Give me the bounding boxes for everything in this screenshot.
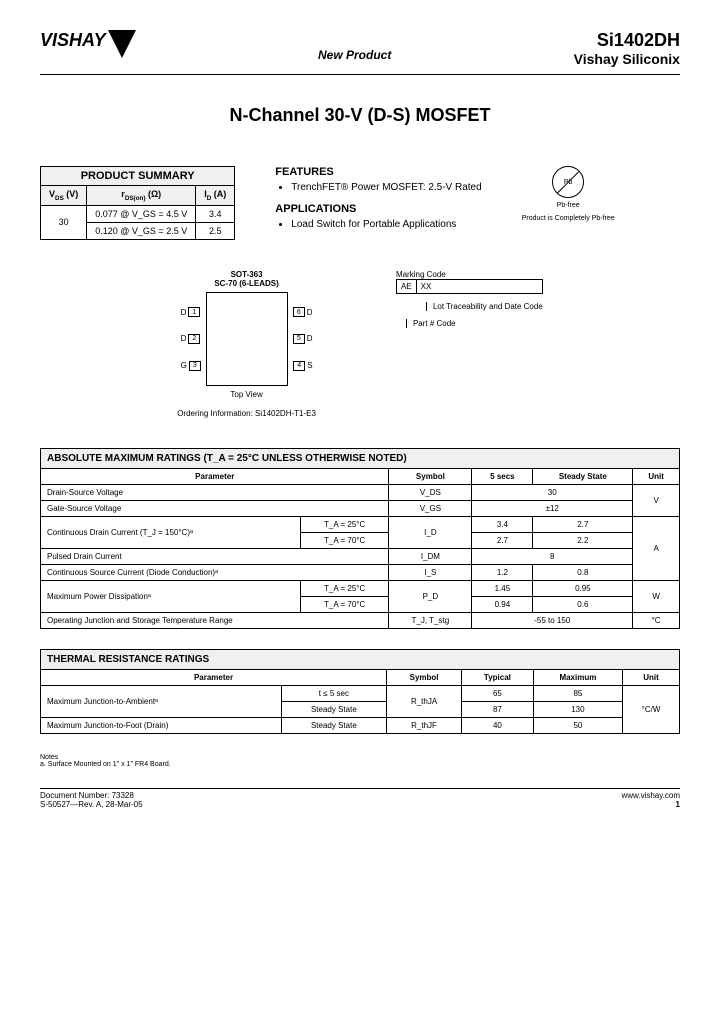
summary-h2: rDS(on) (Ω) [87, 186, 196, 206]
pin-row: G3 4S [207, 361, 287, 371]
footer: Document Number: 73328 S-50527—Rev. A, 2… [40, 788, 680, 809]
applications-title: APPLICATIONS [275, 203, 481, 215]
summary-section: PRODUCT SUMMARY VDS (V) rDS(on) (Ω) ID (… [40, 166, 235, 240]
summary-r1: 0.120 @ V_GS = 2.5 V [87, 222, 196, 239]
table-row: Maximum Junction-to-Ambientᵃ t ≤ 5 sec R… [41, 686, 680, 702]
pb-free-icon: Pb [552, 166, 584, 198]
logo-icon [108, 30, 136, 70]
marking-section: Marking Code AE XX Lot Traceability and … [396, 270, 543, 418]
logo-section: VISHAY [40, 30, 136, 70]
summary-i1: 2.5 [196, 222, 235, 239]
revision: S-50527—Rev. A, 28-Mar-05 [40, 800, 143, 809]
features-section: FEATURES TrenchFET® Power MOSFET: 2.5-V … [275, 166, 481, 240]
header-right: Si1402DH Vishay Siliconix [574, 30, 680, 67]
marking-label2: Part # Code [413, 319, 543, 328]
url: www.vishay.com [621, 791, 680, 800]
summary-h3: ID (A) [196, 186, 235, 206]
pin-row: D2 5D [207, 334, 287, 344]
marking-title: Marking Code [396, 270, 543, 279]
footer-left: Document Number: 73328 S-50527—Rev. A, 2… [40, 791, 143, 809]
am-h0: Parameter [41, 469, 389, 485]
pkg-title2: SC-70 (6-LEADS) [177, 279, 316, 288]
footer-right: www.vishay.com 1 [621, 791, 680, 809]
summary-h1: VDS (V) [41, 186, 87, 206]
abs-max-table: ABSOLUTE MAXIMUM RATINGS (T_A = 25°C UNL… [40, 448, 680, 629]
pin-row: D1 6D [207, 307, 287, 317]
th-h0: Parameter [41, 670, 387, 686]
pkg-bottom: Top View [177, 390, 316, 399]
page-header: VISHAY New Product Si1402DH Vishay Silic… [40, 30, 680, 75]
main-title: N-Channel 30-V (D-S) MOSFET [40, 105, 680, 126]
table-row: Continuous Drain Current (T_J = 150°C)ᵃ … [41, 517, 680, 533]
am-h3: Steady State [533, 469, 633, 485]
note-item: a. Surface Mounted on 1" x 1" FR4 Board. [40, 761, 680, 768]
th-h3: Maximum [533, 670, 622, 686]
logo-text: VISHAY [40, 30, 106, 51]
table-row: Gate-Source Voltage V_GS ±12 [41, 501, 680, 517]
application-item: Load Switch for Portable Applications [291, 219, 481, 230]
pb-text: Product is Completely Pb-free [522, 215, 615, 222]
marking-boxes: AE XX [396, 279, 543, 294]
table-row: Drain-Source Voltage V_DS 30 V [41, 485, 680, 501]
am-h2: 5 secs [472, 469, 533, 485]
package-section: SOT-363 SC-70 (6-LEADS) D1 6D D2 5D G3 4… [40, 270, 680, 418]
part-number: Si1402DH [574, 30, 680, 51]
summary-vds: 30 [41, 205, 87, 239]
summary-r0: 0.077 @ V_GS = 4.5 V [87, 205, 196, 222]
summary-i0: 3.4 [196, 205, 235, 222]
th-h4: Unit [623, 670, 680, 686]
features-title: FEATURES [275, 166, 481, 178]
page-number: 1 [621, 800, 680, 809]
header-center: New Product [318, 48, 391, 62]
pb-free-section: Pb Pb-free Product is Completely Pb-free [522, 166, 615, 240]
package-diagram: SOT-363 SC-70 (6-LEADS) D1 6D D2 5D G3 4… [177, 270, 316, 418]
summary-title: PRODUCT SUMMARY [41, 167, 235, 186]
thermal-title: THERMAL RESISTANCE RATINGS [41, 650, 680, 670]
package-box: D1 6D D2 5D G3 4S [206, 292, 288, 386]
abs-max-title: ABSOLUTE MAXIMUM RATINGS (T_A = 25°C UNL… [41, 449, 680, 469]
pkg-title1: SOT-363 [177, 270, 316, 279]
table-row: Maximum Power Dissipationᵃ T_A = 25°C P_… [41, 581, 680, 597]
ordering-info: Ordering Information: Si1402DH-T1-E3 [177, 409, 316, 418]
am-h1: Symbol [389, 469, 472, 485]
notes-title: Notes [40, 754, 680, 761]
feature-item: TrenchFET® Power MOSFET: 2.5-V Rated [291, 182, 481, 193]
table-row: Continuous Source Current (Diode Conduct… [41, 565, 680, 581]
pb-sublabel: Pb-free [522, 202, 615, 209]
top-content: PRODUCT SUMMARY VDS (V) rDS(on) (Ω) ID (… [40, 166, 680, 240]
table-row: Operating Junction and Storage Temperatu… [41, 613, 680, 629]
table-row: Maximum Junction-to-Foot (Drain) Steady … [41, 718, 680, 734]
marking-label1: Lot Traceability and Date Code [433, 302, 543, 311]
thermal-table: THERMAL RESISTANCE RATINGS Parameter Sym… [40, 649, 680, 734]
notes-section: Notes a. Surface Mounted on 1" x 1" FR4 … [40, 754, 680, 768]
doc-number: Document Number: 73328 [40, 791, 143, 800]
th-h2: Typical [462, 670, 534, 686]
table-row: Pulsed Drain Current I_DM 8 [41, 549, 680, 565]
subtitle: Vishay Siliconix [574, 51, 680, 67]
am-h4: Unit [633, 469, 680, 485]
th-h1: Symbol [387, 670, 462, 686]
summary-table: PRODUCT SUMMARY VDS (V) rDS(on) (Ω) ID (… [40, 166, 235, 240]
